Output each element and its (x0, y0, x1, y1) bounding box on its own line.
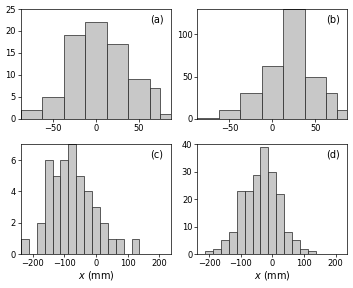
Bar (128, 79, 150, 119)
Bar (132, 238, 139, 254)
Bar (68, 145, 76, 254)
Bar (219, 110, 240, 119)
Text: (a): (a) (150, 14, 163, 24)
Bar (64, 35, 85, 119)
Bar (284, 232, 292, 254)
Bar (85, 22, 107, 119)
Bar (37, 223, 44, 254)
X-axis label: $x$ (mm): $x$ (mm) (254, 270, 291, 283)
Bar (308, 251, 316, 254)
Bar (283, 9, 305, 119)
Bar (44, 160, 53, 254)
Bar (337, 110, 347, 119)
Bar (326, 94, 337, 119)
Bar (160, 114, 171, 119)
Bar (116, 238, 124, 254)
Bar (100, 223, 108, 254)
Bar (84, 192, 92, 254)
Bar (42, 97, 64, 119)
Text: (b): (b) (326, 14, 340, 24)
Bar (305, 77, 326, 119)
Bar (268, 172, 276, 254)
Bar (76, 176, 84, 254)
Bar (21, 238, 29, 254)
Bar (245, 191, 253, 254)
Bar (21, 110, 42, 119)
Bar (261, 147, 268, 254)
Bar (237, 191, 245, 254)
Bar (107, 44, 128, 119)
Bar (300, 249, 308, 254)
Bar (276, 194, 284, 254)
Bar (92, 207, 100, 254)
Bar (108, 238, 116, 254)
Bar (53, 176, 60, 254)
Bar (292, 240, 300, 254)
Text: (d): (d) (326, 150, 340, 160)
Bar (205, 251, 213, 254)
X-axis label: $x$ (mm): $x$ (mm) (78, 270, 114, 283)
Bar (60, 160, 68, 254)
Bar (213, 249, 221, 254)
Bar (197, 118, 219, 119)
Bar (262, 67, 283, 119)
Bar (150, 88, 160, 119)
Text: (c): (c) (151, 150, 163, 160)
Bar (221, 240, 229, 254)
Bar (240, 94, 262, 119)
Bar (229, 232, 237, 254)
Bar (253, 175, 261, 254)
